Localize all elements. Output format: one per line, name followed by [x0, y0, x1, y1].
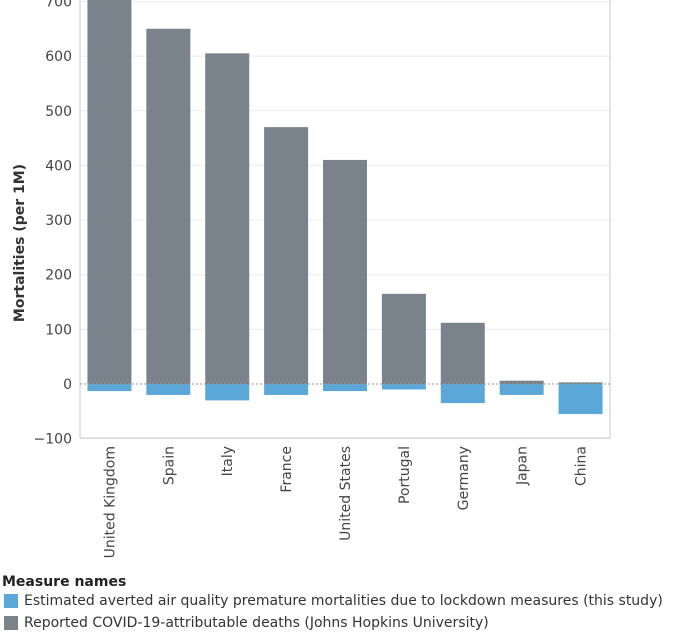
x-tick-label: France: [279, 446, 295, 493]
legend-title: Measure names: [2, 574, 127, 590]
bar-reported: [381, 293, 426, 384]
bar-averted: [205, 384, 250, 401]
y-tick-label: 700: [45, 0, 72, 10]
y-tick-label: −100: [34, 432, 72, 448]
x-tick-label: Italy: [220, 446, 236, 476]
y-tick-label: 500: [45, 104, 72, 120]
bar-averted: [558, 384, 603, 415]
bar-reported: [440, 322, 485, 384]
y-tick-label: 200: [45, 268, 72, 284]
bar-reported: [499, 380, 544, 384]
bars: [87, 0, 603, 415]
bar-averted: [146, 384, 191, 395]
bar-reported: [146, 28, 191, 385]
x-tick-label: Spain: [161, 446, 177, 485]
legend-swatch-averted: [4, 594, 18, 608]
legend-item-averted: Estimated averted air quality premature …: [0, 590, 699, 612]
y-tick-label: 100: [45, 322, 72, 338]
bar-reported: [323, 159, 367, 384]
bar-reported: [558, 382, 603, 384]
bar-reported: [264, 127, 309, 385]
x-tick-label: China: [574, 446, 590, 486]
y-tick-label: 300: [45, 213, 72, 229]
bar-averted: [323, 384, 367, 392]
legend: Measure names Estimated averted air qual…: [0, 574, 699, 639]
bar-reported: [205, 53, 250, 385]
bar-chart: 700 600 500 400 300 200 100 0 −100 United Kingdom…: [12, 0, 611, 558]
legend-item-reported: Reported COVID-19-attributable deaths (J…: [0, 612, 699, 634]
legend-swatch-reported: [4, 616, 18, 630]
y-axis-label: Mortalities (per 1M): [12, 164, 28, 322]
y-tick-label: 400: [45, 158, 72, 174]
x-tick-label: Portugal: [397, 446, 413, 504]
x-tick-label: Germany: [456, 446, 472, 510]
x-tick-label: Japan: [515, 446, 531, 486]
bar-averted: [381, 384, 426, 390]
bar-averted: [440, 384, 485, 404]
legend-label-averted: Estimated averted air quality premature …: [24, 593, 663, 609]
x-tick-label: United States: [338, 446, 354, 541]
bar-averted: [264, 384, 309, 395]
axes: 700 600 500 400 300 200 100 0 −100 United Kingdom…: [34, 0, 611, 558]
legend-label-reported: Reported COVID-19-attributable deaths (J…: [24, 615, 489, 631]
y-tick-label: 0: [63, 377, 72, 393]
bar-averted: [499, 384, 544, 395]
x-tick-label: United Kingdom: [102, 446, 118, 558]
bar-averted: [87, 384, 132, 392]
bar-reported: [87, 0, 132, 384]
y-tick-label: 600: [45, 49, 72, 65]
